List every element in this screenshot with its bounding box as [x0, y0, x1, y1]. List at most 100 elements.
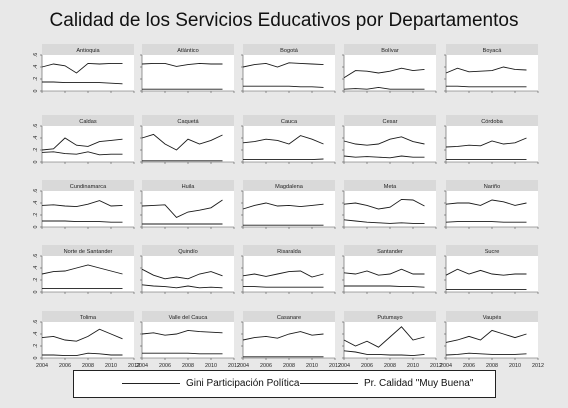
legend-swatch-calidad — [300, 383, 358, 384]
x-tick-label: 2012 — [430, 363, 442, 369]
series-line-calidad-meta — [343, 219, 425, 224]
panel-header-cordoba — [446, 115, 538, 126]
y-tick-label: .2 — [33, 213, 39, 218]
series-line-calidad-valle-del-cauca — [142, 352, 223, 355]
panel-title-casanare: Casanare — [277, 315, 301, 321]
series-line-gini-vaupes — [445, 329, 527, 343]
y-tick-label: .6 — [33, 254, 39, 259]
series-line-gini-putumayo — [343, 326, 425, 348]
panel-title-putumayo: Putumayo — [377, 315, 402, 321]
x-tick-label: 2004 — [237, 363, 249, 369]
series-line-calidad-quindio — [141, 284, 223, 289]
panel-title-huila: Huila — [182, 184, 196, 190]
panel-header-sucre — [446, 245, 538, 256]
panel-header-santander — [344, 245, 436, 256]
x-tick-label: 2008 — [486, 363, 498, 369]
x-tick-label: 2010 — [205, 363, 217, 369]
series-line-gini-bogota — [242, 62, 324, 68]
series-line-gini-boyaca — [445, 66, 527, 74]
panel-header-boyaca — [446, 44, 538, 55]
series-line-calidad-tolima — [42, 352, 123, 357]
x-tick-label: 2010 — [509, 363, 521, 369]
x-tick-label: 2012 — [228, 363, 240, 369]
panel-plot-putumayo — [344, 322, 436, 358]
y-tick-label: .2 — [33, 148, 39, 153]
series-line-calidad-narino — [445, 221, 527, 223]
series-line-calidad-bolivar — [343, 86, 425, 90]
y-tick-label: .2 — [33, 278, 39, 283]
series-line-gini-cesar — [343, 136, 425, 146]
panel-plot-casanare — [243, 322, 335, 358]
panel-title-tolima: Tolima — [80, 315, 97, 321]
series-line-gini-atlantico — [141, 62, 223, 67]
panel-header-atlantico — [142, 44, 234, 55]
y-tick-label: .4 — [33, 201, 39, 206]
panel-plot-narino — [446, 191, 538, 227]
series-line-gini-quindio — [141, 268, 223, 280]
series-line-gini-antioquia — [41, 62, 123, 74]
panel-plot-risaralda — [243, 256, 335, 292]
y-tick-label: .4 — [33, 65, 39, 70]
y-tick-label: .4 — [33, 266, 39, 271]
y-tick-label: .4 — [33, 136, 39, 141]
series-line-gini-sucre — [445, 268, 527, 276]
panel-title-cauca: Cauca — [281, 119, 298, 125]
x-tick-label: 2006 — [59, 363, 71, 369]
panel-header-antioquia — [42, 44, 134, 55]
x-tick-label: 2008 — [283, 363, 295, 369]
panel-title-risaralda: Risaralda — [277, 249, 302, 255]
series-line-calidad-antioquia — [42, 81, 123, 85]
series-line-calidad-cundinamarca — [42, 220, 123, 223]
series-line-gini-bolivar — [343, 67, 425, 79]
panel-header-narino — [446, 180, 538, 191]
panel-title-vaupes: Vaupés — [483, 315, 502, 321]
panel-header-cundinamarca — [42, 180, 134, 191]
x-tick-label: 2004 — [36, 363, 48, 369]
panel-title-magdalena: Magdalena — [275, 184, 304, 190]
panel-plot-tolima — [42, 322, 134, 358]
panel-plot-atlantico — [142, 55, 234, 91]
panel-title-cordoba: Córdoba — [481, 119, 503, 125]
panel-plot-huila — [142, 191, 234, 227]
panel-title-caldas: Caldas — [79, 119, 97, 125]
x-tick-label: 2006 — [159, 363, 171, 369]
series-line-gini-tolima — [41, 328, 123, 342]
panel-title-valle-del-cauca: Valle del Cauca — [169, 315, 209, 321]
series-line-gini-magdalena — [242, 202, 324, 210]
chart-legend: Gini Participación Política Pr. Calidad … — [73, 370, 496, 398]
x-tick-label: 2004 — [136, 363, 148, 369]
panel-plot-quindio — [142, 256, 234, 292]
series-line-calidad-boyaca — [446, 85, 527, 88]
panel-plot-vaupes — [446, 322, 538, 358]
x-tick-label: 2012 — [532, 363, 544, 369]
panel-title-cesar: Cesar — [383, 119, 398, 125]
chart-title: Calidad de los Servicios Educativos por … — [49, 10, 519, 31]
panel-title-norte-de-santander: Norte de Santander — [64, 249, 113, 255]
x-tick-label: 2006 — [260, 363, 272, 369]
series-line-gini-risaralda — [242, 270, 324, 278]
series-line-calidad-putumayo — [343, 350, 425, 357]
series-line-calidad-santander — [344, 285, 425, 288]
y-tick-label: .6 — [33, 53, 39, 58]
panel-header-vaupes — [446, 311, 538, 322]
panel-plot-caldas — [42, 126, 134, 162]
legend-item-calidad: Pr. Calidad "Muy Buena" — [300, 378, 473, 389]
panel-plot-cordoba — [446, 126, 538, 162]
legend-label-gini: Gini Participación Política — [186, 378, 300, 389]
panel-title-sucre: Sucre — [485, 249, 500, 255]
series-line-gini-norte-de-santander — [41, 264, 123, 275]
panel-plot-boyaca — [446, 55, 538, 91]
panel-header-norte-de-santander — [42, 245, 134, 256]
panel-header-caqueta — [142, 115, 234, 126]
panel-header-bogota — [243, 44, 335, 55]
series-line-calidad-vaupes — [445, 352, 527, 356]
panel-plot-antioquia — [42, 55, 134, 91]
x-tick-label: 2008 — [182, 363, 194, 369]
panel-header-cesar — [344, 115, 436, 126]
panel-header-risaralda — [243, 245, 335, 256]
y-tick-label: .2 — [33, 77, 39, 82]
series-line-gini-cordoba — [445, 137, 527, 148]
panel-header-magdalena — [243, 180, 335, 191]
